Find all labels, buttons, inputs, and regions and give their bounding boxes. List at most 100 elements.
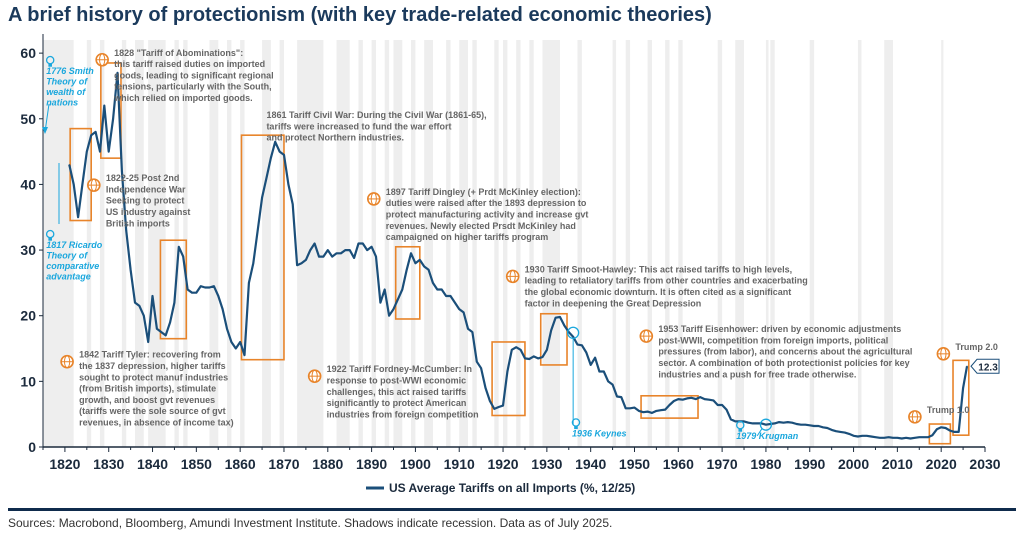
end-value-label: 12.3 xyxy=(978,362,998,373)
data-point xyxy=(905,437,907,439)
data-point xyxy=(936,428,938,430)
x-tick-label: 1880 xyxy=(312,456,343,472)
annotation-line: 1922 Tariff Fordney-McCumber: In xyxy=(327,364,472,374)
data-point xyxy=(125,229,127,231)
data-point xyxy=(208,286,211,289)
bulb-base xyxy=(48,63,52,67)
recession-band xyxy=(516,40,521,447)
annotation-line: 1822-25 Post 2nd xyxy=(106,173,180,183)
recession-band xyxy=(612,40,617,447)
annotation-line: British imports xyxy=(106,218,170,228)
recession-band xyxy=(148,40,166,447)
data-point xyxy=(296,264,298,266)
y-tick-label: 10 xyxy=(20,373,36,389)
annotation-line: response to post-WWI economic xyxy=(327,375,467,385)
recession-band xyxy=(384,40,390,447)
annotation-1822: 1822-25 Post 2nd Independence War Seeking … xyxy=(106,173,191,228)
data-point xyxy=(86,150,88,153)
data-point xyxy=(546,349,548,351)
data-point xyxy=(278,150,281,153)
annotation-line: protect manufacturing activity and incre… xyxy=(386,210,589,220)
recession-band xyxy=(279,40,284,447)
annotations: 1828 "Tariff of Abominations": this tarif… xyxy=(42,48,998,441)
data-point xyxy=(774,422,776,424)
annotation-line: 1842 Tariff Tyler: recovering from xyxy=(79,350,221,360)
box-trump1 xyxy=(928,423,952,445)
tariff-line xyxy=(68,71,969,440)
data-point xyxy=(331,256,333,258)
recession-band xyxy=(183,40,188,447)
data-point xyxy=(406,269,408,271)
data-point xyxy=(427,269,430,271)
recession-band xyxy=(209,40,219,447)
globe-icon xyxy=(95,52,109,67)
data-point xyxy=(309,249,311,251)
x-tick-label: 2030 xyxy=(969,456,1000,472)
theory-line: nations xyxy=(46,98,78,108)
globe-icon xyxy=(639,329,654,343)
end-value-callout xyxy=(970,358,1000,374)
annotation-1828: 1828 "Tariff of Abominations": this tarif… xyxy=(113,48,274,103)
data-point xyxy=(186,288,189,291)
recession-band xyxy=(459,40,468,447)
globe-icon xyxy=(60,354,74,369)
annotation-line: 1897 Tariff Dingley (+ Prdt McKinley ele… xyxy=(386,187,581,197)
data-point xyxy=(160,331,162,333)
data-point xyxy=(800,424,802,426)
recession-band xyxy=(529,40,534,447)
data-point xyxy=(445,295,447,297)
data-point xyxy=(611,384,614,386)
bulb-base xyxy=(574,425,578,430)
annotation-line: campaigned on higher tariffs program xyxy=(386,232,549,242)
data-point xyxy=(134,301,136,304)
data-point xyxy=(77,216,79,218)
recession-band xyxy=(86,40,92,447)
data-point xyxy=(130,269,132,271)
legend-label: US Average Tariffs on all Imports (%, 12… xyxy=(389,481,635,495)
data-point xyxy=(839,431,842,433)
data-point xyxy=(568,331,570,333)
data-point xyxy=(844,431,846,434)
theory-smith: 1776 Smith Theory of wealth of nations xyxy=(46,66,94,108)
annotation-line: challenges, this act raised tariffs xyxy=(327,387,467,397)
data-point xyxy=(879,437,881,439)
data-point xyxy=(349,249,351,251)
theory-line: Theory of xyxy=(46,251,88,261)
x-tick-label: 1900 xyxy=(400,456,431,472)
theory-keynes: 1936 Keynes xyxy=(572,428,627,438)
recession-band xyxy=(647,40,653,447)
data-point xyxy=(787,421,789,423)
data-point xyxy=(375,256,377,258)
krugman-marker xyxy=(759,418,773,431)
annotation-line: which relied on imported goods. xyxy=(113,93,253,103)
recession-band xyxy=(665,40,670,447)
data-point xyxy=(480,367,482,369)
data-point xyxy=(81,183,84,186)
data-point xyxy=(550,329,552,331)
annotation-1842: 1842 Tariff Tyler: recovering from the 18… xyxy=(79,350,234,428)
data-point xyxy=(362,242,364,245)
data-point xyxy=(533,355,535,358)
data-point xyxy=(673,400,675,402)
data-point xyxy=(353,257,355,259)
data-point xyxy=(778,421,780,423)
data-point xyxy=(576,343,579,346)
box-1861 xyxy=(240,134,285,361)
data-point xyxy=(813,425,815,427)
data-point xyxy=(537,357,539,359)
data-point xyxy=(765,424,767,426)
data-point xyxy=(388,315,390,317)
data-point xyxy=(686,397,688,400)
data-point xyxy=(642,411,644,413)
theory-line: wealth of xyxy=(46,87,86,97)
annotation-line: 1828 "Tariff of Abominations": xyxy=(114,48,243,58)
data-point xyxy=(581,344,583,346)
legend: US Average Tariffs on all Imports (%, 12… xyxy=(366,481,635,495)
recession-band xyxy=(393,40,403,447)
data-point xyxy=(896,437,898,439)
data-point xyxy=(519,349,522,351)
data-point xyxy=(914,437,916,439)
data-point xyxy=(953,431,955,433)
